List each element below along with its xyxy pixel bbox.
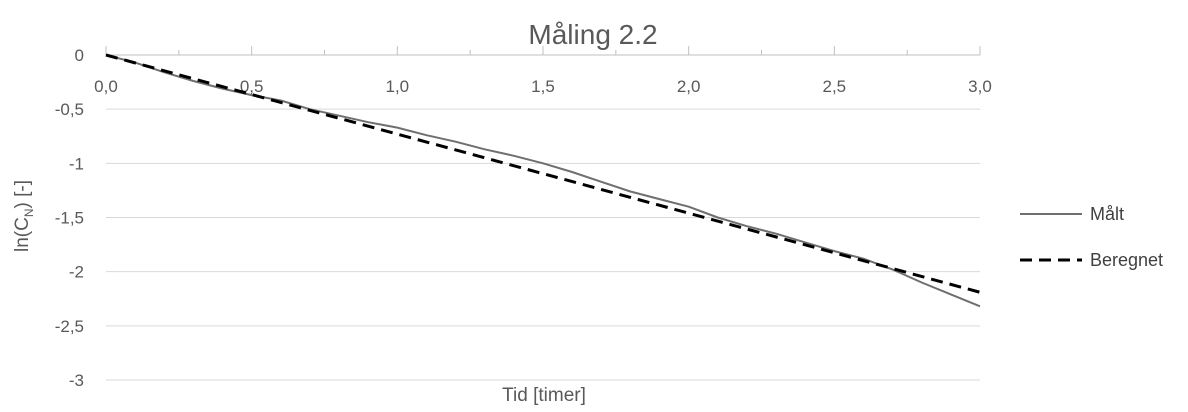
x-tick-label-0: 0,0 (94, 77, 118, 96)
x-tick-label-3: 1,5 (531, 77, 555, 96)
x-axis: 0,0 0,5 1,0 1,5 2,0 2,5 3,0 (94, 46, 992, 96)
legend: Målt Beregnet (1020, 204, 1163, 270)
y-axis-tick-labels: 0 -0,5 -1 -1,5 -2 -2,5 -3 (55, 46, 84, 390)
gridlines (106, 108, 980, 381)
y-axis-title-main: ln(C (12, 217, 33, 252)
chart-title: Måling 2.2 (528, 19, 657, 50)
y-tick-label-5: -2,5 (55, 317, 84, 336)
y-axis-title-subscript: N (22, 208, 36, 217)
legend-label-beregnet: Beregnet (1090, 250, 1163, 270)
y-tick-label-0: 0 (75, 46, 84, 65)
x-tick-label-1: 0,5 (240, 77, 264, 96)
y-axis-title-tail: ) [-] (12, 180, 33, 209)
series-line-malt (105, 54, 981, 308)
y-tick-label-3: -1,5 (55, 209, 84, 228)
y-tick-label-6: -3 (69, 371, 84, 390)
x-axis-title: Tid [timer] (502, 385, 586, 406)
plot-series (105, 53, 981, 308)
y-axis-title: ln(CN) [-] (12, 180, 36, 252)
y-tick-label-2: -1 (69, 154, 84, 173)
x-tick-label-6: 3,0 (968, 77, 992, 96)
y-tick-label-4: -2 (69, 263, 84, 282)
x-tick-label-5: 2,5 (823, 77, 847, 96)
y-tick-label-1: -0,5 (55, 100, 84, 119)
x-tick-label-4: 2,0 (677, 77, 701, 96)
x-tick-label-2: 1,0 (386, 77, 410, 96)
legend-label-malt: Målt (1090, 204, 1124, 224)
